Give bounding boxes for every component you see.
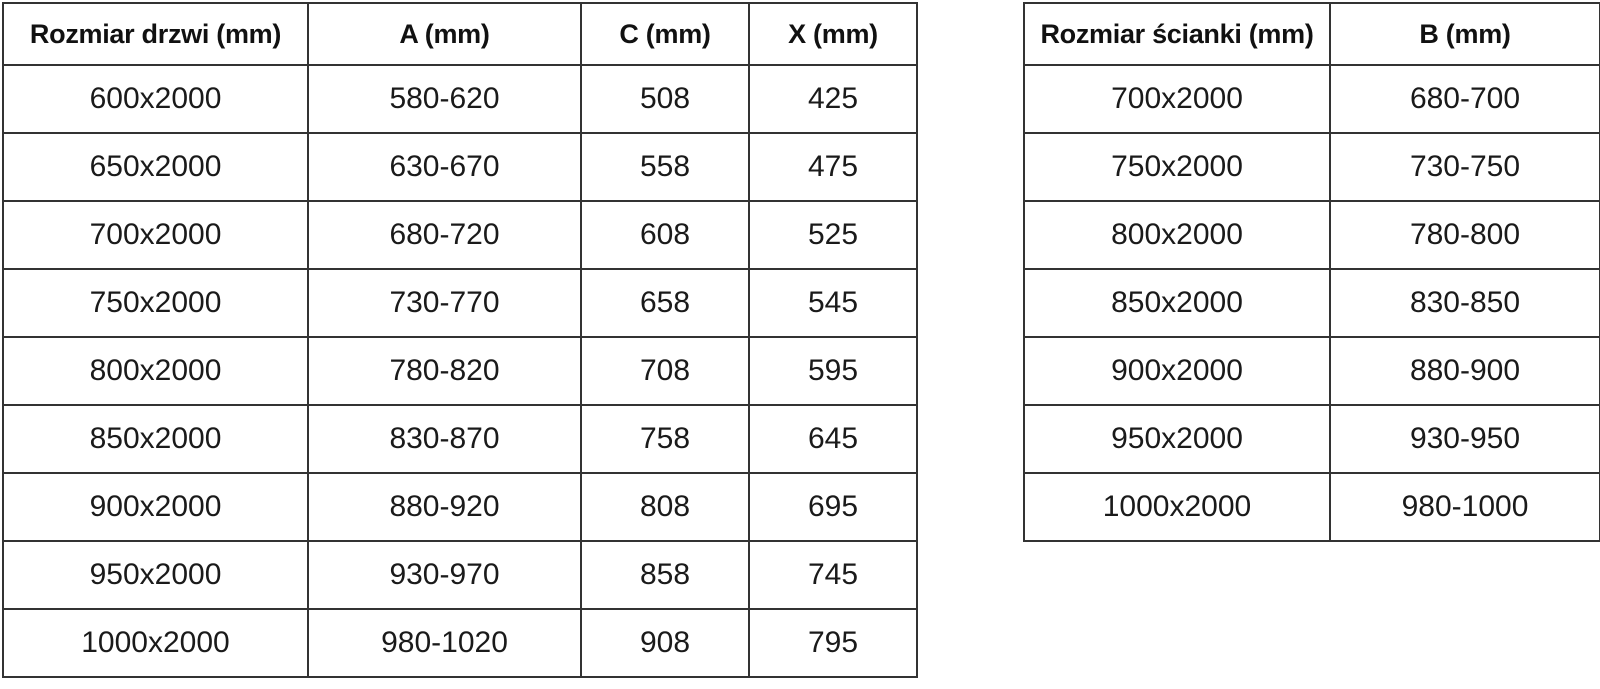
table-row: 750x2000 730-770 658 545 <box>2 268 918 338</box>
table-cell: 908 <box>580 608 750 678</box>
table-cell: 880-900 <box>1329 336 1600 406</box>
table-cell: 680-720 <box>307 200 582 270</box>
table-cell: 545 <box>748 268 918 338</box>
table-row: 1000x2000 980-1000 <box>1023 472 1600 542</box>
table-cell: 745 <box>748 540 918 610</box>
table-cell: 900x2000 <box>1023 336 1331 406</box>
door-size-table: Rozmiar drzwi (mm) A (mm) C (mm) X (mm) 600… <box>2 2 918 678</box>
table-cell: 708 <box>580 336 750 406</box>
wall-size-table: Rozmiar ścianki (mm) B (mm) 700x2000 680-7… <box>1023 2 1600 542</box>
table-cell: 830-870 <box>307 404 582 474</box>
table-cell: 800x2000 <box>2 336 309 406</box>
column-header: Rozmiar ścianki (mm) <box>1023 2 1331 66</box>
table-cell: 700x2000 <box>1023 64 1331 134</box>
table-cell: 750x2000 <box>1023 132 1331 202</box>
table-row: 700x2000 680-720 608 525 <box>2 200 918 270</box>
table-cell: 930-950 <box>1329 404 1600 474</box>
table-cell: 695 <box>748 472 918 542</box>
table-cell: 850x2000 <box>1023 268 1331 338</box>
column-header: Rozmiar drzwi (mm) <box>2 2 309 66</box>
table-cell: 730-750 <box>1329 132 1600 202</box>
table-row: 650x2000 630-670 558 475 <box>2 132 918 202</box>
table-row: 600x2000 580-620 508 425 <box>2 64 918 134</box>
column-header: B (mm) <box>1329 2 1600 66</box>
table-cell: 508 <box>580 64 750 134</box>
table-cell: 425 <box>748 64 918 134</box>
table-cell: 858 <box>580 540 750 610</box>
table-cell: 750x2000 <box>2 268 309 338</box>
column-header: A (mm) <box>307 2 582 66</box>
column-header: C (mm) <box>580 2 750 66</box>
door-table-body: 600x2000 580-620 508 425 650x2000 630-670 558 4… <box>2 64 918 678</box>
table-row: 800x2000 780-800 <box>1023 200 1600 270</box>
table-row: 750x2000 730-750 <box>1023 132 1600 202</box>
table-cell: 930-970 <box>307 540 582 610</box>
table-cell: 700x2000 <box>2 200 309 270</box>
table-row: 950x2000 930-950 <box>1023 404 1600 474</box>
table-cell: 658 <box>580 268 750 338</box>
table-cell: 475 <box>748 132 918 202</box>
table-cell: 780-800 <box>1329 200 1600 270</box>
table-cell: 950x2000 <box>1023 404 1331 474</box>
table-cell: 595 <box>748 336 918 406</box>
wall-table-header-row: Rozmiar ścianki (mm) B (mm) <box>1023 2 1600 66</box>
table-cell: 608 <box>580 200 750 270</box>
table-cell: 645 <box>748 404 918 474</box>
table-row: 800x2000 780-820 708 595 <box>2 336 918 406</box>
table-cell: 680-700 <box>1329 64 1600 134</box>
table-cell: 800x2000 <box>1023 200 1331 270</box>
table-cell: 1000x2000 <box>2 608 309 678</box>
wall-table-body: 700x2000 680-700 750x2000 730-750 800x2000 78… <box>1023 64 1600 542</box>
table-cell: 758 <box>580 404 750 474</box>
table-cell: 950x2000 <box>2 540 309 610</box>
table-row: 1000x2000 980-1020 908 795 <box>2 608 918 678</box>
table-cell: 730-770 <box>307 268 582 338</box>
table-cell: 795 <box>748 608 918 678</box>
table-cell: 900x2000 <box>2 472 309 542</box>
table-row: 850x2000 830-870 758 645 <box>2 404 918 474</box>
table-row: 900x2000 880-920 808 695 <box>2 472 918 542</box>
table-cell: 830-850 <box>1329 268 1600 338</box>
table-row: 700x2000 680-700 <box>1023 64 1600 134</box>
table-cell: 650x2000 <box>2 132 309 202</box>
table-cell: 558 <box>580 132 750 202</box>
table-row: 950x2000 930-970 858 745 <box>2 540 918 610</box>
door-table-header-row: Rozmiar drzwi (mm) A (mm) C (mm) X (mm) <box>2 2 918 66</box>
table-cell: 808 <box>580 472 750 542</box>
table-cell: 880-920 <box>307 472 582 542</box>
table-cell: 630-670 <box>307 132 582 202</box>
table-cell: 600x2000 <box>2 64 309 134</box>
table-cell: 780-820 <box>307 336 582 406</box>
table-cell: 1000x2000 <box>1023 472 1331 542</box>
table-cell: 850x2000 <box>2 404 309 474</box>
table-cell: 525 <box>748 200 918 270</box>
table-cell: 580-620 <box>307 64 582 134</box>
column-header: X (mm) <box>748 2 918 66</box>
table-row: 900x2000 880-900 <box>1023 336 1600 406</box>
table-row: 850x2000 830-850 <box>1023 268 1600 338</box>
table-cell: 980-1000 <box>1329 472 1600 542</box>
table-cell: 980-1020 <box>307 608 582 678</box>
